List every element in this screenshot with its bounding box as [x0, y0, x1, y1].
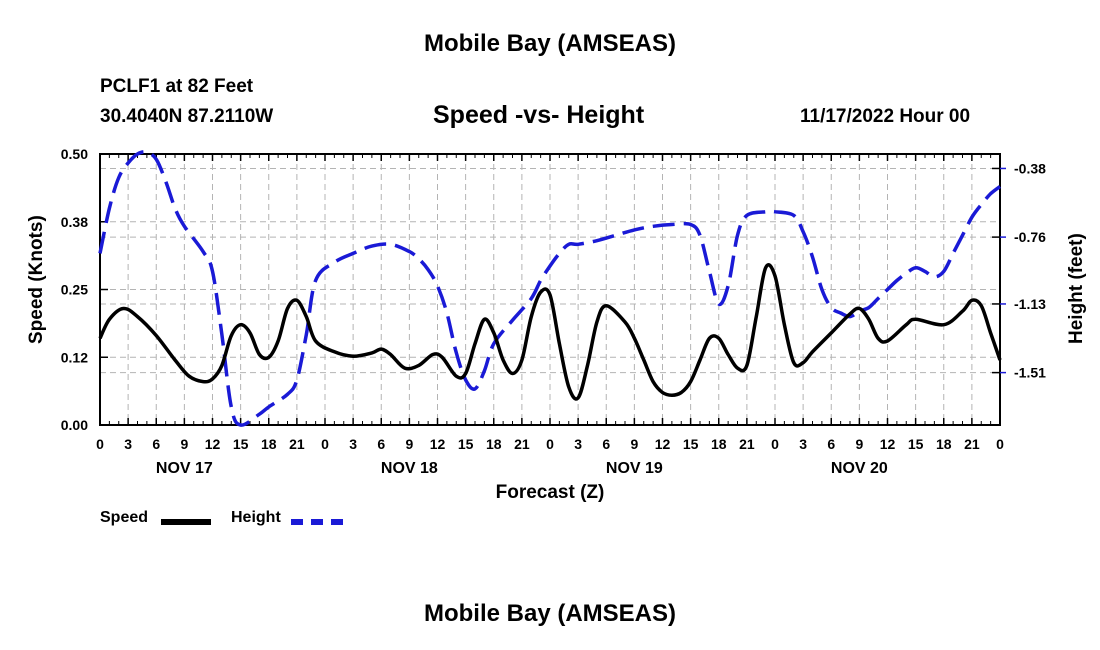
station-label: PCLF1 at 82 Feet [100, 76, 254, 97]
y-right-tick-label: -0.38 [1014, 160, 1046, 176]
x-tick-label: 3 [799, 436, 807, 452]
chart-subtitle: Speed -vs- Height [433, 101, 645, 129]
y-left-tick-label: 0.38 [61, 214, 88, 230]
x-tick-label: 3 [124, 436, 132, 452]
y-right-tick-label: -1.51 [1014, 365, 1046, 381]
x-tick-label: 9 [630, 436, 638, 452]
x-tick-label: 0 [321, 436, 329, 452]
y-right-tick-label: -0.76 [1014, 229, 1046, 245]
series-line-speed [98, 263, 1002, 401]
x-tick-label: 6 [827, 436, 835, 452]
y-left-tick-label: 0.25 [61, 282, 88, 298]
forecast-datetime: 11/17/2022 Hour 00 [800, 106, 971, 127]
x-tick-label: 3 [574, 436, 582, 452]
y-left-tick-label: 0.00 [61, 417, 88, 433]
legend-height-swatch [291, 519, 343, 525]
x-tick-label: 15 [458, 436, 474, 452]
x-tick-label: 18 [936, 436, 952, 452]
chart-title: Mobile Bay (AMSEAS) [423, 30, 677, 57]
legend-speed-label: Speed [100, 509, 149, 526]
x-tick-label: 15 [683, 436, 699, 452]
x-tick-label: 3 [349, 436, 357, 452]
x-tick-label: 18 [261, 436, 277, 452]
x-tick-label: 6 [152, 436, 160, 452]
x-tick-label: 21 [739, 436, 755, 452]
x-tick-label: 6 [602, 436, 610, 452]
x-tick-label: 0 [546, 436, 554, 452]
x-axis-label: Forecast (Z) [495, 482, 605, 503]
coordinates-label: 30.4040N 87.2110W [100, 106, 274, 127]
legend-speed-swatch [161, 519, 211, 525]
y-right-tick-label: -1.13 [1014, 296, 1046, 312]
x-tick-label: 15 [233, 436, 249, 452]
x-tick-label: 12 [655, 436, 671, 452]
x-day-label: NOV 17 [156, 460, 213, 477]
y-left-tick-label: 0.50 [61, 146, 88, 162]
x-tick-label: 18 [711, 436, 727, 452]
x-tick-label: 0 [96, 436, 104, 452]
x-tick-label: 21 [514, 436, 530, 452]
x-tick-label: 12 [430, 436, 446, 452]
x-tick-label: 21 [289, 436, 305, 452]
legend-height-label: Height [231, 509, 281, 526]
x-tick-label: 18 [486, 436, 502, 452]
x-tick-label: 0 [771, 436, 779, 452]
y-axis-left-label: Speed (Knots) [26, 215, 47, 344]
x-tick-label: 6 [377, 436, 385, 452]
x-tick-label: 0 [996, 436, 1004, 452]
series-line-height [98, 150, 1002, 427]
x-day-label: NOV 18 [381, 460, 438, 477]
x-day-label: NOV 19 [606, 460, 663, 477]
x-day-label: NOV 20 [831, 460, 888, 477]
x-tick-label: 12 [205, 436, 221, 452]
footer-title: Mobile Bay (AMSEAS) [423, 600, 677, 627]
y-axis-right-label: Height (feet) [1066, 233, 1087, 344]
x-tick-label: 21 [964, 436, 980, 452]
x-tick-label: 12 [880, 436, 896, 452]
y-left-tick-label: 0.12 [61, 349, 88, 365]
x-tick-label: 9 [855, 436, 863, 452]
x-tick-label: 15 [908, 436, 924, 452]
x-tick-label: 9 [180, 436, 188, 452]
x-tick-label: 9 [405, 436, 413, 452]
